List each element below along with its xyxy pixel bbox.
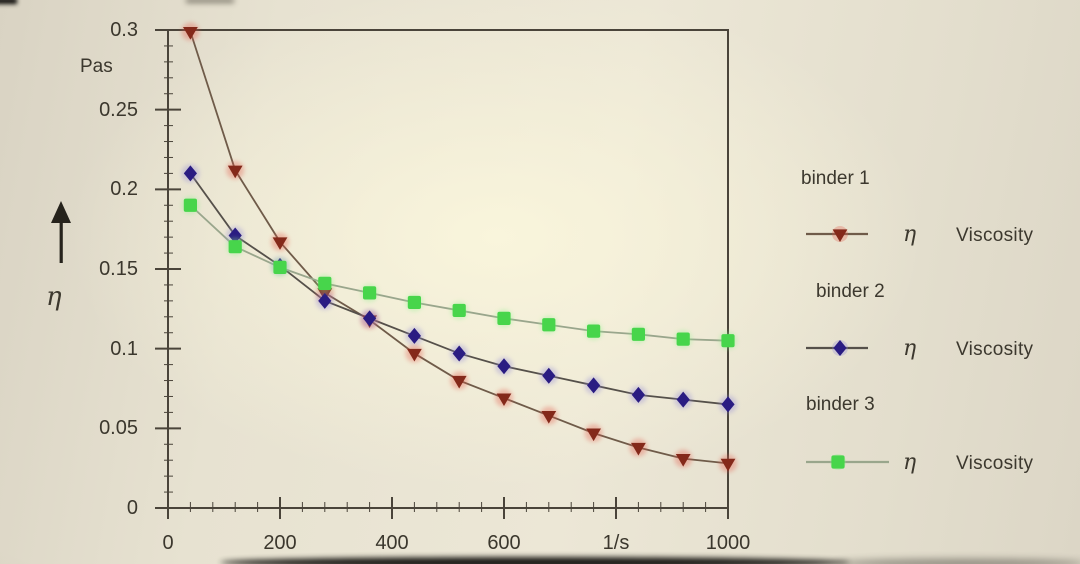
binder-3-marker (363, 286, 377, 300)
up-arrow-icon (51, 201, 71, 263)
y-tick-label: 0.25 (99, 98, 138, 121)
binder-1-marker (631, 442, 646, 456)
binder-1-marker (675, 454, 691, 467)
bottom-dark-smudge (220, 557, 850, 564)
x-tick-label: 1000 (705, 532, 751, 554)
binder-2-marker (452, 345, 466, 362)
binder-2-marker (318, 292, 332, 309)
binder-2-marker (587, 377, 601, 394)
binder-3-marker (318, 276, 332, 290)
top-edge-smudge (186, 0, 234, 3)
x-tick-label: 0 (162, 532, 174, 554)
binder-3-marker (273, 260, 287, 275)
y-tick-label: 0.1 (110, 337, 138, 360)
binder-2-marker (497, 358, 511, 375)
binder-3-marker (542, 318, 556, 332)
binder-3-marker (452, 303, 466, 318)
binder-1-legend-symbol (832, 229, 848, 242)
bottom-dark-smudge-right (835, 559, 1080, 564)
binder-1-marker (183, 26, 198, 40)
binder-2-marker (721, 396, 735, 413)
legend-viscosity-label: Viscosity (956, 225, 1034, 246)
binder-1-line (189, 31, 729, 465)
y-tick-label: 0.15 (99, 258, 138, 280)
legend-eta-label: η (903, 336, 917, 361)
binder-1-legend-marker (806, 226, 868, 242)
legend-title-binder-1: binder 1 (801, 168, 870, 189)
legend-eta-label: η (903, 222, 917, 247)
y-tick-label: 0.3 (110, 19, 138, 41)
plot-border (167, 29, 729, 509)
binder-3-marker (183, 198, 197, 212)
binder-2-marker (631, 386, 645, 403)
legend-title-binder-3: binder 3 (806, 394, 875, 415)
binder-3-marker (676, 332, 690, 346)
binder-3-legend-marker (806, 454, 889, 470)
binder-2-legend-marker (806, 340, 868, 356)
binder-2-marker (183, 165, 197, 182)
x-tick-label: 400 (375, 532, 409, 554)
y-tick-label: 0 (126, 497, 138, 519)
binder-2-marker (407, 327, 421, 344)
binder-2-marker (363, 310, 377, 327)
binder-3-line (189, 204, 729, 342)
binder-3-marker (407, 295, 421, 310)
y-axis-symbol-label: η (46, 282, 62, 312)
binder-3-marker (497, 311, 511, 325)
binder-1-marker (541, 410, 557, 424)
legend-viscosity-label: Viscosity (956, 339, 1034, 360)
binder-1-marker (272, 237, 288, 250)
top-left-corner-mark (0, 0, 17, 4)
binder-1-marker (720, 458, 736, 472)
binder-1-marker (586, 428, 601, 442)
binder-2-marker (676, 391, 690, 408)
binder-1-marker (227, 165, 243, 179)
binder-2-marker (542, 367, 556, 384)
binder-1-marker (451, 375, 467, 389)
binder-2-line (189, 172, 729, 406)
binder-3-marker (721, 334, 735, 348)
y-tick-label: 0.2 (110, 178, 138, 201)
binder-3-marker (631, 327, 645, 341)
binder-3-marker (228, 240, 242, 254)
binder-2-legend-symbol (833, 340, 847, 356)
binder-1-marker (496, 393, 512, 407)
legend-eta-label: η (903, 450, 917, 475)
binder-1-marker (407, 348, 422, 362)
x-tick-label: 600 (487, 532, 521, 554)
legend-title-binder-2: binder 2 (816, 281, 885, 302)
y-tick-label: 0.05 (99, 417, 138, 440)
x-tick-label: 200 (263, 532, 297, 554)
legend-viscosity-label: Viscosity (956, 453, 1034, 474)
x-tick-label: 1/s (602, 532, 630, 554)
y-axis-unit-label: Pas (80, 56, 113, 77)
binder-3-legend-symbol (831, 455, 845, 469)
binder-3-marker (587, 324, 601, 338)
